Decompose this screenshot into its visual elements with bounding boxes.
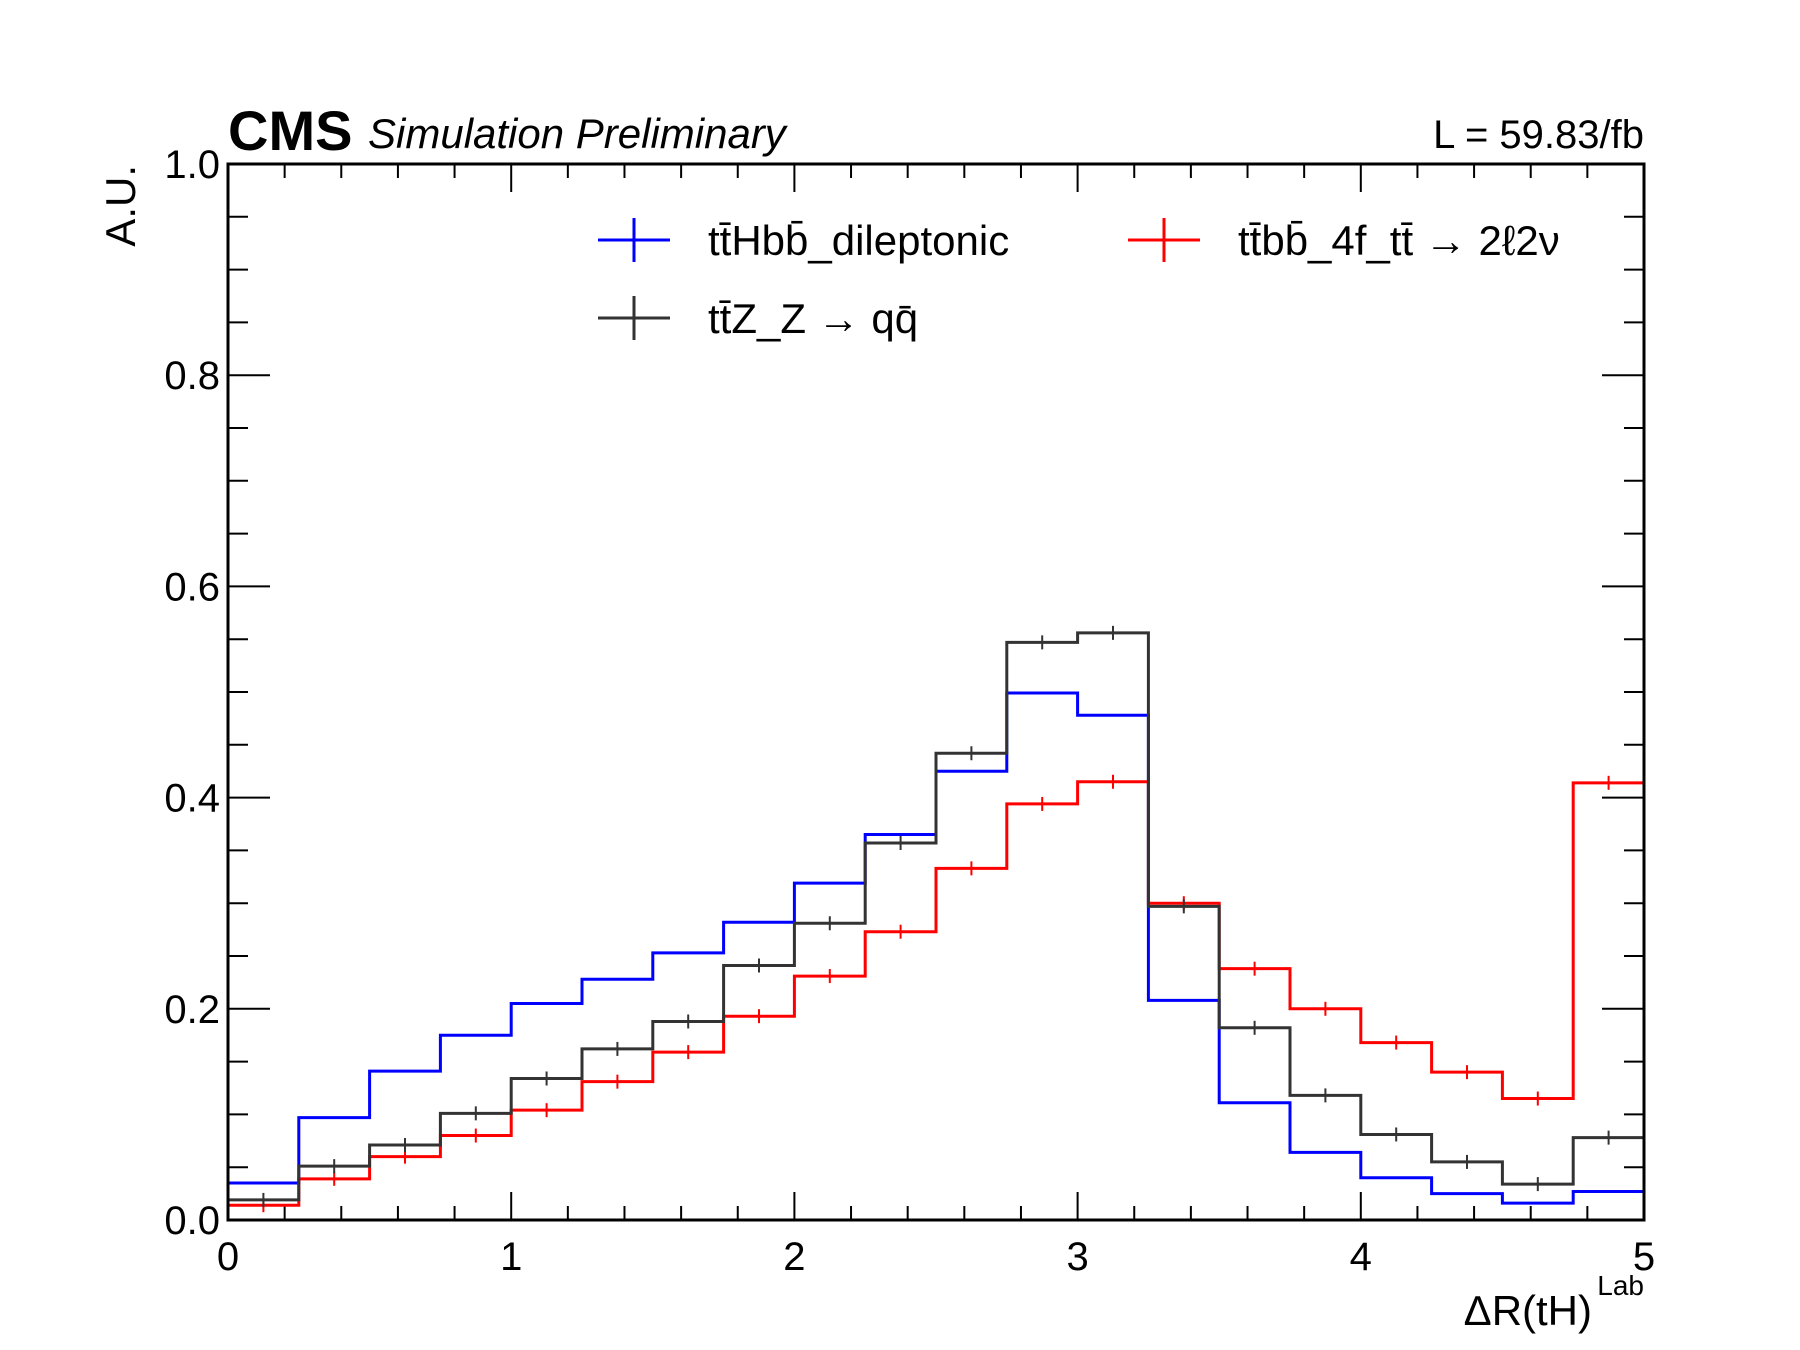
legend: tt̄Hbb̄_dileptonic tt̄bb̄_4f_tt̄ → 2ℓ2ν tt… bbox=[598, 217, 1560, 342]
x-tick-label: 0 bbox=[217, 1235, 239, 1279]
plot-frame bbox=[226, 162, 1646, 1222]
x-tick-label: 3 bbox=[1066, 1235, 1088, 1279]
x-tick-label: 1 bbox=[500, 1235, 522, 1279]
luminosity-label: L = 59.83/fb bbox=[1433, 113, 1644, 157]
legend-label: tt̄Hbb̄_dileptonic bbox=[708, 217, 1009, 264]
y-tick-label: 0.8 bbox=[164, 354, 220, 398]
y-tick-label: 0.2 bbox=[164, 988, 220, 1032]
x-axis-label-superscript: Lab bbox=[1597, 1270, 1644, 1301]
y-tick-label: 0.6 bbox=[164, 565, 220, 609]
x-tick-label: 4 bbox=[1350, 1235, 1372, 1279]
legend-label: tt̄Z_Z → qq̄ bbox=[708, 295, 918, 342]
series-layer bbox=[228, 625, 1644, 1213]
cms-label: CMS bbox=[228, 99, 352, 162]
simulation-preliminary-label: Simulation Preliminary bbox=[368, 110, 789, 157]
y-axis-label: A.U. bbox=[97, 165, 144, 247]
y-tick-label: 1.0 bbox=[164, 143, 220, 187]
x-tick-label: 5 bbox=[1633, 1235, 1655, 1279]
y-tick-label: 0.0 bbox=[164, 1199, 220, 1243]
x-tick-label: 2 bbox=[783, 1235, 805, 1279]
legend-label: tt̄bb̄_4f_tt̄ → 2ℓ2ν bbox=[1238, 217, 1560, 264]
y-tick-label: 0.4 bbox=[164, 777, 220, 821]
x-axis-label: ΔR(tH) bbox=[1464, 1287, 1592, 1334]
